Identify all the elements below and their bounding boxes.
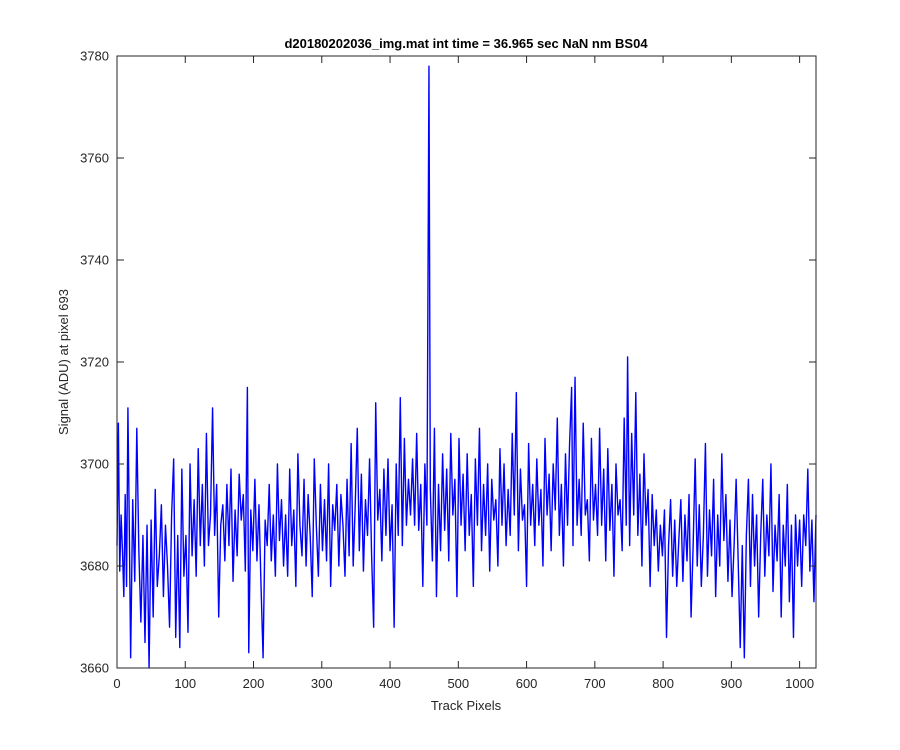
x-tick-label-8: 800 [652, 676, 674, 691]
y-tick-label-0: 3660 [80, 661, 109, 676]
x-tick-label-3: 300 [311, 676, 333, 691]
data-layer [116, 65, 817, 669]
ticks-layer: 0 100 200 300 400 500 600 700 800 900 1000 3660 3680… [80, 49, 816, 691]
y-tick-label-3: 3720 [80, 355, 109, 370]
y-tick-label-5: 3760 [80, 151, 109, 166]
chart-title: d20180202036_img.mat int time = 36.965 s… [284, 36, 648, 51]
y-tick-label-1: 3680 [80, 559, 109, 574]
x-tick-label-9: 900 [721, 676, 743, 691]
y-axis-label: Signal (ADU) at pixel 693 [56, 289, 71, 435]
x-tick-label-6: 600 [516, 676, 538, 691]
x-tick-label-1: 100 [174, 676, 196, 691]
x-tick-label-0: 0 [113, 676, 120, 691]
y-tick-label-2: 3700 [80, 457, 109, 472]
x-axis-label: Track Pixels [431, 698, 502, 713]
x-tick-label-5: 500 [447, 676, 469, 691]
y-tick-label-4: 3740 [80, 253, 109, 268]
x-tick-label-4: 400 [379, 676, 401, 691]
x-tick-label-10: 1000 [785, 676, 814, 691]
y-tick-label-6: 3780 [80, 49, 109, 64]
x-tick-label-7: 700 [584, 676, 606, 691]
plot-area [117, 56, 816, 668]
series-line-0 [116, 65, 817, 669]
x-tick-label-2: 200 [243, 676, 265, 691]
